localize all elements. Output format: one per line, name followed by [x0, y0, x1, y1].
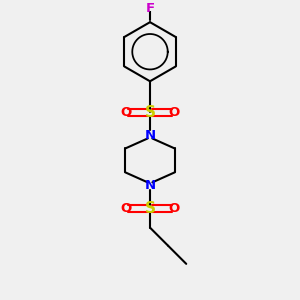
Text: S: S: [145, 105, 155, 120]
Text: N: N: [144, 179, 156, 192]
Text: O: O: [121, 202, 132, 215]
Text: O: O: [168, 202, 179, 215]
Text: S: S: [145, 201, 155, 216]
Text: O: O: [168, 106, 179, 119]
Text: F: F: [146, 2, 154, 15]
Text: O: O: [121, 106, 132, 119]
Text: N: N: [144, 129, 156, 142]
